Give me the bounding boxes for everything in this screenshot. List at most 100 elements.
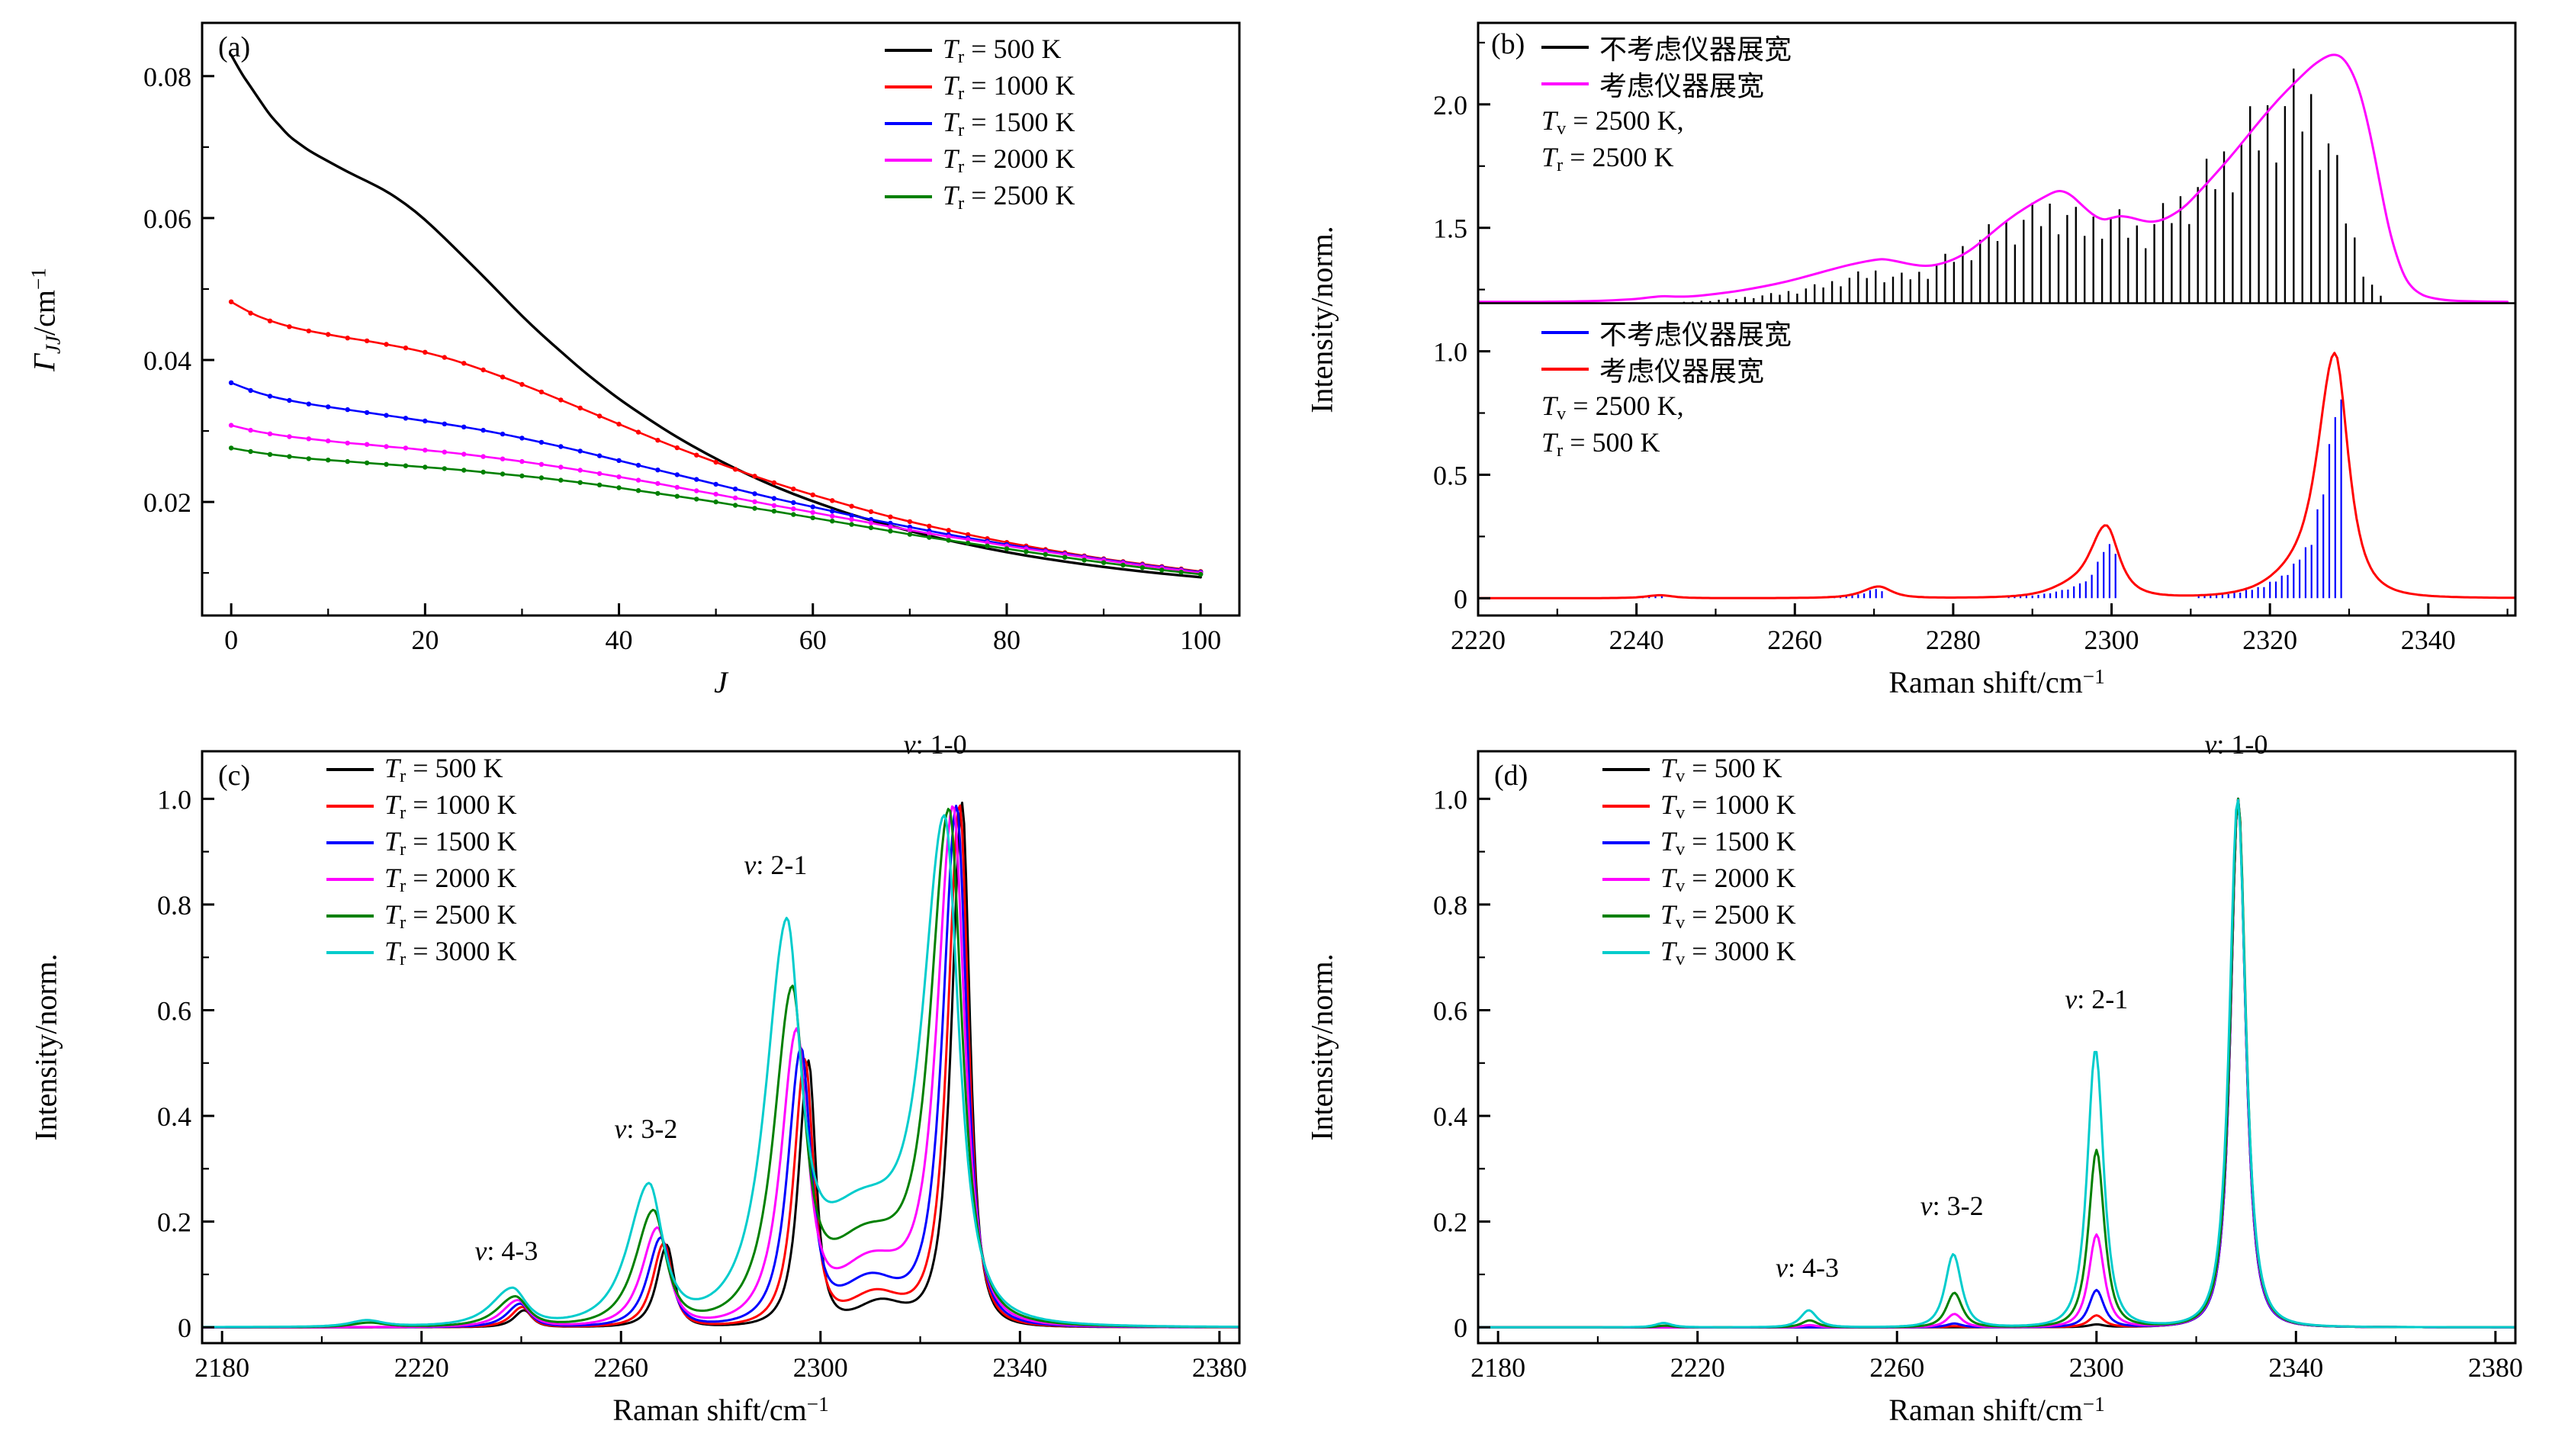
x-tick-label: 2240 xyxy=(1609,625,1664,655)
series-Tr-1500K-line xyxy=(230,381,1202,574)
legend-item: Tr = 1000 K xyxy=(326,788,517,824)
legend-item: Tv = 2000 K xyxy=(1602,861,1796,898)
legend-item: Tr = 1000 K xyxy=(885,69,1075,105)
legend-item-label: Tr = 1000 K xyxy=(943,69,1075,104)
peak-label: v: 3-2 xyxy=(614,1114,678,1145)
legend-item-label: Tr = 500 K xyxy=(943,33,1062,68)
plot-frame xyxy=(201,21,1241,617)
legend-line-swatch xyxy=(1541,46,1589,49)
legend-line-swatch xyxy=(885,49,932,52)
peak-label: v: 4-3 xyxy=(474,1235,538,1266)
legend-line-swatch xyxy=(1602,768,1650,771)
legend-block: 不考虑仪器展宽 考虑仪器展宽 Tv = 2500 K, Tr = 500 K xyxy=(1541,314,1792,461)
legend-item-label: Tr = 1000 K xyxy=(384,789,517,824)
legend-item-label: 不考虑仪器展宽 xyxy=(1599,34,1792,65)
x-tick-label: 2220 xyxy=(1451,625,1506,655)
legend-line-swatch xyxy=(1602,878,1650,881)
panel-c-spectra-vs-Tr: 2180 2220 2260 2300 2340 2380 0 0.2 0.4 0.6 0.8 1.0… xyxy=(0,728,1276,1456)
legend-line-swatch xyxy=(1541,331,1589,334)
y-tick-label: 0.6 xyxy=(157,996,191,1027)
x-tick-label: 2260 xyxy=(1767,625,1822,655)
series-Tr-1000K-line xyxy=(230,301,1202,573)
y-axis-label: Intensity/norm. xyxy=(1304,225,1339,413)
legend-item: Tr = 2000 K xyxy=(326,861,517,898)
x-tick-label: 2300 xyxy=(793,1352,848,1383)
legend-item-label: Tr = 2500 K xyxy=(384,898,517,934)
x-tick-label: 80 xyxy=(993,625,1020,655)
series-group xyxy=(1478,797,2515,1329)
x-axis-label: Raman shift/cm−1 xyxy=(612,1392,829,1427)
legend-line-swatch xyxy=(326,914,374,918)
legend-item: Tr = 2000 K xyxy=(885,142,1075,178)
legend-line-swatch xyxy=(1541,368,1589,371)
y-tick-label: 0 xyxy=(1454,1313,1467,1343)
panel-label: (c) xyxy=(218,760,251,792)
legend-line-swatch xyxy=(326,951,374,954)
y-tick-label: 2.0 xyxy=(1433,90,1467,121)
legend-item-label: Tr = 2500 K xyxy=(943,179,1075,214)
series-Tr2500-broadened-line xyxy=(1478,53,2509,304)
y-axis-label: Intensity/norm. xyxy=(1304,953,1339,1141)
legend-item-label: Tv = 2000 K xyxy=(1660,862,1796,897)
series-Tr-2500K-line xyxy=(230,447,1202,576)
legend-line-swatch xyxy=(885,159,932,162)
y-tick-label: 0.04 xyxy=(143,346,191,376)
x-tick-label: 2300 xyxy=(2069,1352,2124,1383)
y-tick-label: 0.8 xyxy=(1433,890,1467,921)
y-tick-label: 0.4 xyxy=(1433,1101,1467,1132)
series-group xyxy=(1478,53,2515,599)
panel-label: (a) xyxy=(218,31,251,63)
legend-item: Tv = 500 K xyxy=(1602,751,1796,788)
legend-condition-text: Tr = 500 K xyxy=(1541,427,1660,461)
x-axis-label: Raman shift/cm−1 xyxy=(1888,1392,2105,1427)
peak-label: v: 3-2 xyxy=(1920,1190,1984,1221)
x-tick-label: 60 xyxy=(799,625,827,655)
panel-b-canvas: 2220 2240 2260 2280 2300 2320 2340 0 0.5 1.0 1.5 2.… xyxy=(1433,21,2517,655)
legend-item: Tv = 1500 K xyxy=(1602,824,1796,861)
legend-item-label: Tr = 1500 K xyxy=(943,106,1075,141)
legend-block: Tv = 500 K Tv = 1000 K Tv = 1500 K Tv = 200… xyxy=(1602,751,1796,971)
legend-line-swatch xyxy=(326,841,374,844)
axis-ticks: 2180 2220 2260 2300 2340 2380 0 0.2 0.4 0.6 0.8 1.0 xyxy=(157,784,1247,1383)
panel-label: (d) xyxy=(1494,760,1528,792)
series-group xyxy=(228,53,1204,579)
x-tick-label: 2340 xyxy=(2268,1352,2323,1383)
y-tick-label: 0.08 xyxy=(143,62,191,92)
legend-item: Tr = 1500 K xyxy=(326,824,517,861)
legend-item-label: Tv = 1000 K xyxy=(1660,789,1796,824)
x-tick-label: 2320 xyxy=(2242,625,2297,655)
x-tick-label: 2180 xyxy=(194,1352,249,1383)
legend-line-swatch xyxy=(1602,914,1650,918)
x-tick-label: 2280 xyxy=(1926,625,1981,655)
x-axis-label: Raman shift/cm−1 xyxy=(1888,664,2105,699)
legend-item-label: Tr = 500 K xyxy=(384,752,503,787)
y-tick-label: 0.2 xyxy=(1433,1207,1467,1238)
legend-line-swatch xyxy=(326,878,374,881)
x-tick-label: 2300 xyxy=(2084,625,2139,655)
legend-item: Tv = 3000 K xyxy=(1602,934,1796,971)
legend-item-label: Tr = 2000 K xyxy=(943,143,1075,178)
legend-line-swatch xyxy=(1541,82,1589,85)
legend-item: 考虑仪器展宽 xyxy=(1541,351,1792,387)
legend-item-label: Tv = 3000 K xyxy=(1660,935,1796,970)
legend-item: Tr = 500 K xyxy=(885,32,1075,69)
legend-item: Tr = 3000 K xyxy=(326,934,517,971)
x-tick-label: 40 xyxy=(606,625,633,655)
panel-label: (b) xyxy=(1491,28,1525,60)
series-Tr-2500K-curve xyxy=(202,808,1239,1329)
axis-ticks: 0 20 40 60 80 100 0.02 0.04 0.06 0.08 xyxy=(143,62,1221,655)
series-group xyxy=(202,802,1239,1329)
legend-item: Tv = 2500 K xyxy=(1602,898,1796,934)
x-tick-label: 2220 xyxy=(394,1352,449,1383)
legend-item: Tr = 1500 K xyxy=(885,105,1075,142)
x-axis-label: J xyxy=(714,665,728,699)
legend-item: 不考虑仪器展宽 xyxy=(1541,29,1792,66)
peak-label: v: 2-1 xyxy=(744,849,808,880)
y-tick-label: 0.02 xyxy=(143,487,191,518)
y-tick-label: 0.5 xyxy=(1433,460,1467,490)
series-Tv-3000K-curve xyxy=(1478,799,2515,1329)
y-tick-label: 0.06 xyxy=(143,204,191,234)
y-tick-label: 1.0 xyxy=(157,784,191,815)
y-tick-label: 0.2 xyxy=(157,1207,191,1238)
legend-line-swatch xyxy=(326,805,374,808)
